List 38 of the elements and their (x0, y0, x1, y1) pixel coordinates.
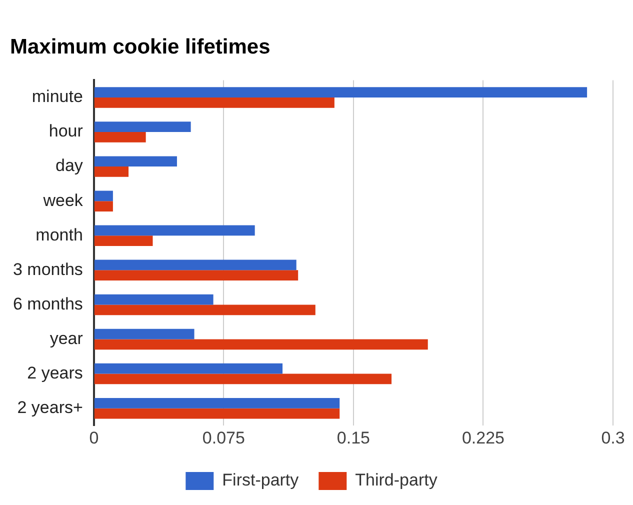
bar (94, 339, 428, 350)
bar (94, 270, 298, 281)
x-tick-label: 0.15 (336, 428, 370, 448)
chart-title: Maximum cookie lifetimes (10, 35, 270, 58)
bar (94, 328, 194, 340)
y-tick-label: year (50, 328, 84, 348)
x-tick-label: 0.075 (202, 428, 245, 448)
bar (94, 97, 334, 108)
bar (94, 363, 283, 374)
bar (94, 132, 146, 142)
bar (94, 304, 316, 316)
legend-label: Third-party (355, 470, 438, 490)
x-tick-label: 0.225 (462, 428, 505, 448)
x-tick-label: 0.3 (601, 428, 625, 448)
y-tick-label: month (36, 225, 83, 244)
bar (94, 156, 177, 167)
bar (94, 408, 340, 419)
x-tick-label: 0 (89, 428, 99, 448)
bar (94, 398, 340, 408)
y-tick-label: 6 months (12, 294, 83, 314)
bar (94, 236, 153, 246)
y-tick-label: 2 years+ (17, 398, 83, 418)
bar (94, 225, 255, 236)
bar (94, 87, 588, 98)
y-tick-label: hour (48, 122, 84, 141)
y-tick-label: week (42, 190, 84, 210)
bar (94, 122, 191, 132)
y-tick-label: 3 months (12, 260, 83, 279)
bar (94, 166, 129, 177)
bar (94, 260, 296, 270)
y-tick-label: minute (32, 87, 83, 106)
y-tick-label: 2 years (27, 363, 83, 382)
bar (94, 190, 113, 202)
bar (94, 374, 392, 384)
bar (94, 201, 113, 212)
legend-label: First-party (222, 470, 300, 490)
y-tick-label: day (56, 156, 84, 176)
bar (94, 294, 214, 305)
